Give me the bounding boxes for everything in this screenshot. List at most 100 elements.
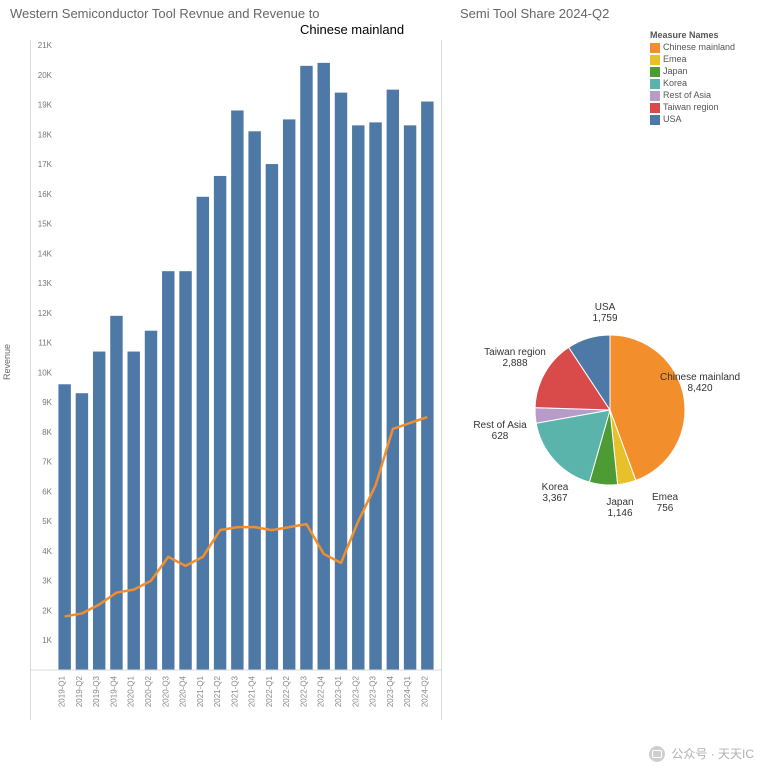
svg-text:21K: 21K — [38, 41, 53, 50]
legend-label: USA — [663, 114, 682, 125]
bar — [421, 102, 433, 670]
bar — [248, 131, 260, 670]
legend-swatch — [650, 91, 660, 101]
svg-text:2021-Q2: 2021-Q2 — [213, 675, 222, 707]
svg-text:2019-Q2: 2019-Q2 — [75, 675, 84, 707]
chart-title-left: Western Semiconductor Tool Revnue and Re… — [10, 6, 440, 21]
legend-swatch — [650, 79, 660, 89]
bar — [283, 119, 295, 670]
bar — [300, 66, 312, 670]
bar — [162, 271, 174, 670]
pie-label-value: 8,420 — [687, 383, 712, 394]
legend: Measure Names Chinese mainlandEmeaJapanK… — [650, 30, 735, 126]
svg-text:15K: 15K — [38, 220, 53, 229]
svg-text:6K: 6K — [42, 487, 52, 496]
bar — [266, 164, 278, 670]
svg-text:2024-Q1: 2024-Q1 — [403, 675, 412, 707]
svg-text:3K: 3K — [42, 577, 52, 586]
svg-text:13K: 13K — [38, 279, 53, 288]
pie-label-value: 2,888 — [502, 358, 527, 369]
legend-swatch — [650, 55, 660, 65]
svg-text:2019-Q4: 2019-Q4 — [109, 675, 118, 707]
pie-label-name: Rest of Asia — [473, 420, 527, 431]
svg-text:5K: 5K — [42, 517, 52, 526]
bar — [128, 352, 140, 670]
bar — [387, 90, 399, 670]
svg-text:2023-Q2: 2023-Q2 — [351, 675, 360, 707]
legend-item: Taiwan region — [650, 102, 735, 113]
svg-text:1K: 1K — [42, 636, 52, 645]
legend-swatch — [650, 43, 660, 53]
svg-text:2023-Q4: 2023-Q4 — [386, 675, 395, 707]
svg-text:2020-Q4: 2020-Q4 — [179, 675, 188, 707]
legend-label: Japan — [663, 66, 688, 77]
svg-text:20K: 20K — [38, 71, 53, 80]
watermark: 公众号 · 天天IC — [649, 745, 754, 762]
bar — [318, 63, 330, 670]
pie-label-name: USA — [595, 302, 616, 313]
pie-label-name: Taiwan region — [484, 347, 546, 358]
svg-text:17K: 17K — [38, 160, 53, 169]
svg-text:10K: 10K — [38, 368, 53, 377]
bar — [369, 122, 381, 670]
legend-swatch — [650, 115, 660, 125]
svg-text:2022-Q4: 2022-Q4 — [317, 675, 326, 707]
svg-text:8K: 8K — [42, 428, 52, 437]
svg-text:2024-Q2: 2024-Q2 — [420, 675, 429, 707]
bar — [76, 393, 88, 670]
svg-text:2023-Q1: 2023-Q1 — [334, 675, 343, 707]
legend-item: Chinese mainland — [650, 42, 735, 53]
svg-text:2021-Q3: 2021-Q3 — [230, 675, 239, 707]
pie-label-value: 628 — [492, 431, 509, 442]
svg-text:2021-Q4: 2021-Q4 — [248, 675, 257, 707]
bar — [404, 125, 416, 670]
svg-text:2020-Q2: 2020-Q2 — [144, 675, 153, 707]
svg-text:2022-Q3: 2022-Q3 — [299, 675, 308, 707]
svg-text:2020-Q3: 2020-Q3 — [161, 675, 170, 707]
legend-label: Korea — [663, 78, 687, 89]
legend-item: Japan — [650, 66, 735, 77]
legend-label: Chinese mainland — [663, 42, 735, 53]
legend-swatch — [650, 67, 660, 77]
bar — [58, 384, 70, 670]
bar-line-chart: 1K 2K 3K 4K 5K 6K 7K 8K 9K 10K 11K 12K 13K 14K 15K 16K 1… — [30, 40, 442, 720]
svg-text:2019-Q3: 2019-Q3 — [92, 675, 101, 707]
pie-label-value: 756 — [657, 503, 674, 514]
pie-label-value: 1,146 — [607, 508, 632, 519]
legend-label: Taiwan region — [663, 102, 719, 113]
svg-text:2022-Q1: 2022-Q1 — [265, 675, 274, 707]
legend-swatch — [650, 103, 660, 113]
svg-text:19K: 19K — [38, 101, 53, 110]
bar — [179, 271, 191, 670]
subtitle-cn: Chinese mainland — [300, 22, 404, 37]
svg-text:2022-Q2: 2022-Q2 — [282, 675, 291, 707]
svg-text:9K: 9K — [42, 398, 52, 407]
wechat-icon — [649, 746, 665, 762]
pie-label-value: 1,759 — [592, 313, 617, 324]
pie-chart: Chinese mainland8,420Emea756Japan1,146Ko… — [460, 270, 760, 570]
pie-label-name: Emea — [652, 492, 679, 503]
legend-item: Emea — [650, 54, 735, 65]
bar — [335, 93, 347, 670]
svg-text:7K: 7K — [42, 458, 52, 467]
svg-text:11K: 11K — [38, 339, 52, 348]
svg-text:12K: 12K — [38, 309, 53, 318]
legend-item: Korea — [650, 78, 735, 89]
y-axis-label: Revenue — [2, 344, 12, 380]
svg-text:2023-Q3: 2023-Q3 — [369, 675, 378, 707]
bar — [145, 331, 157, 670]
svg-text:14K: 14K — [38, 249, 53, 258]
pie-label-value: 3,367 — [542, 493, 567, 504]
legend-item: Rest of Asia — [650, 90, 735, 101]
pie-label-name: Chinese mainland — [660, 372, 740, 383]
bar — [197, 197, 209, 670]
bar — [214, 176, 226, 670]
bar — [110, 316, 122, 670]
svg-text:4K: 4K — [42, 547, 52, 556]
svg-text:2K: 2K — [42, 606, 52, 615]
svg-text:16K: 16K — [38, 190, 53, 199]
svg-text:2019-Q1: 2019-Q1 — [58, 675, 67, 707]
bar — [352, 125, 364, 670]
svg-text:2021-Q1: 2021-Q1 — [196, 675, 205, 707]
svg-text:2020-Q1: 2020-Q1 — [127, 675, 136, 707]
